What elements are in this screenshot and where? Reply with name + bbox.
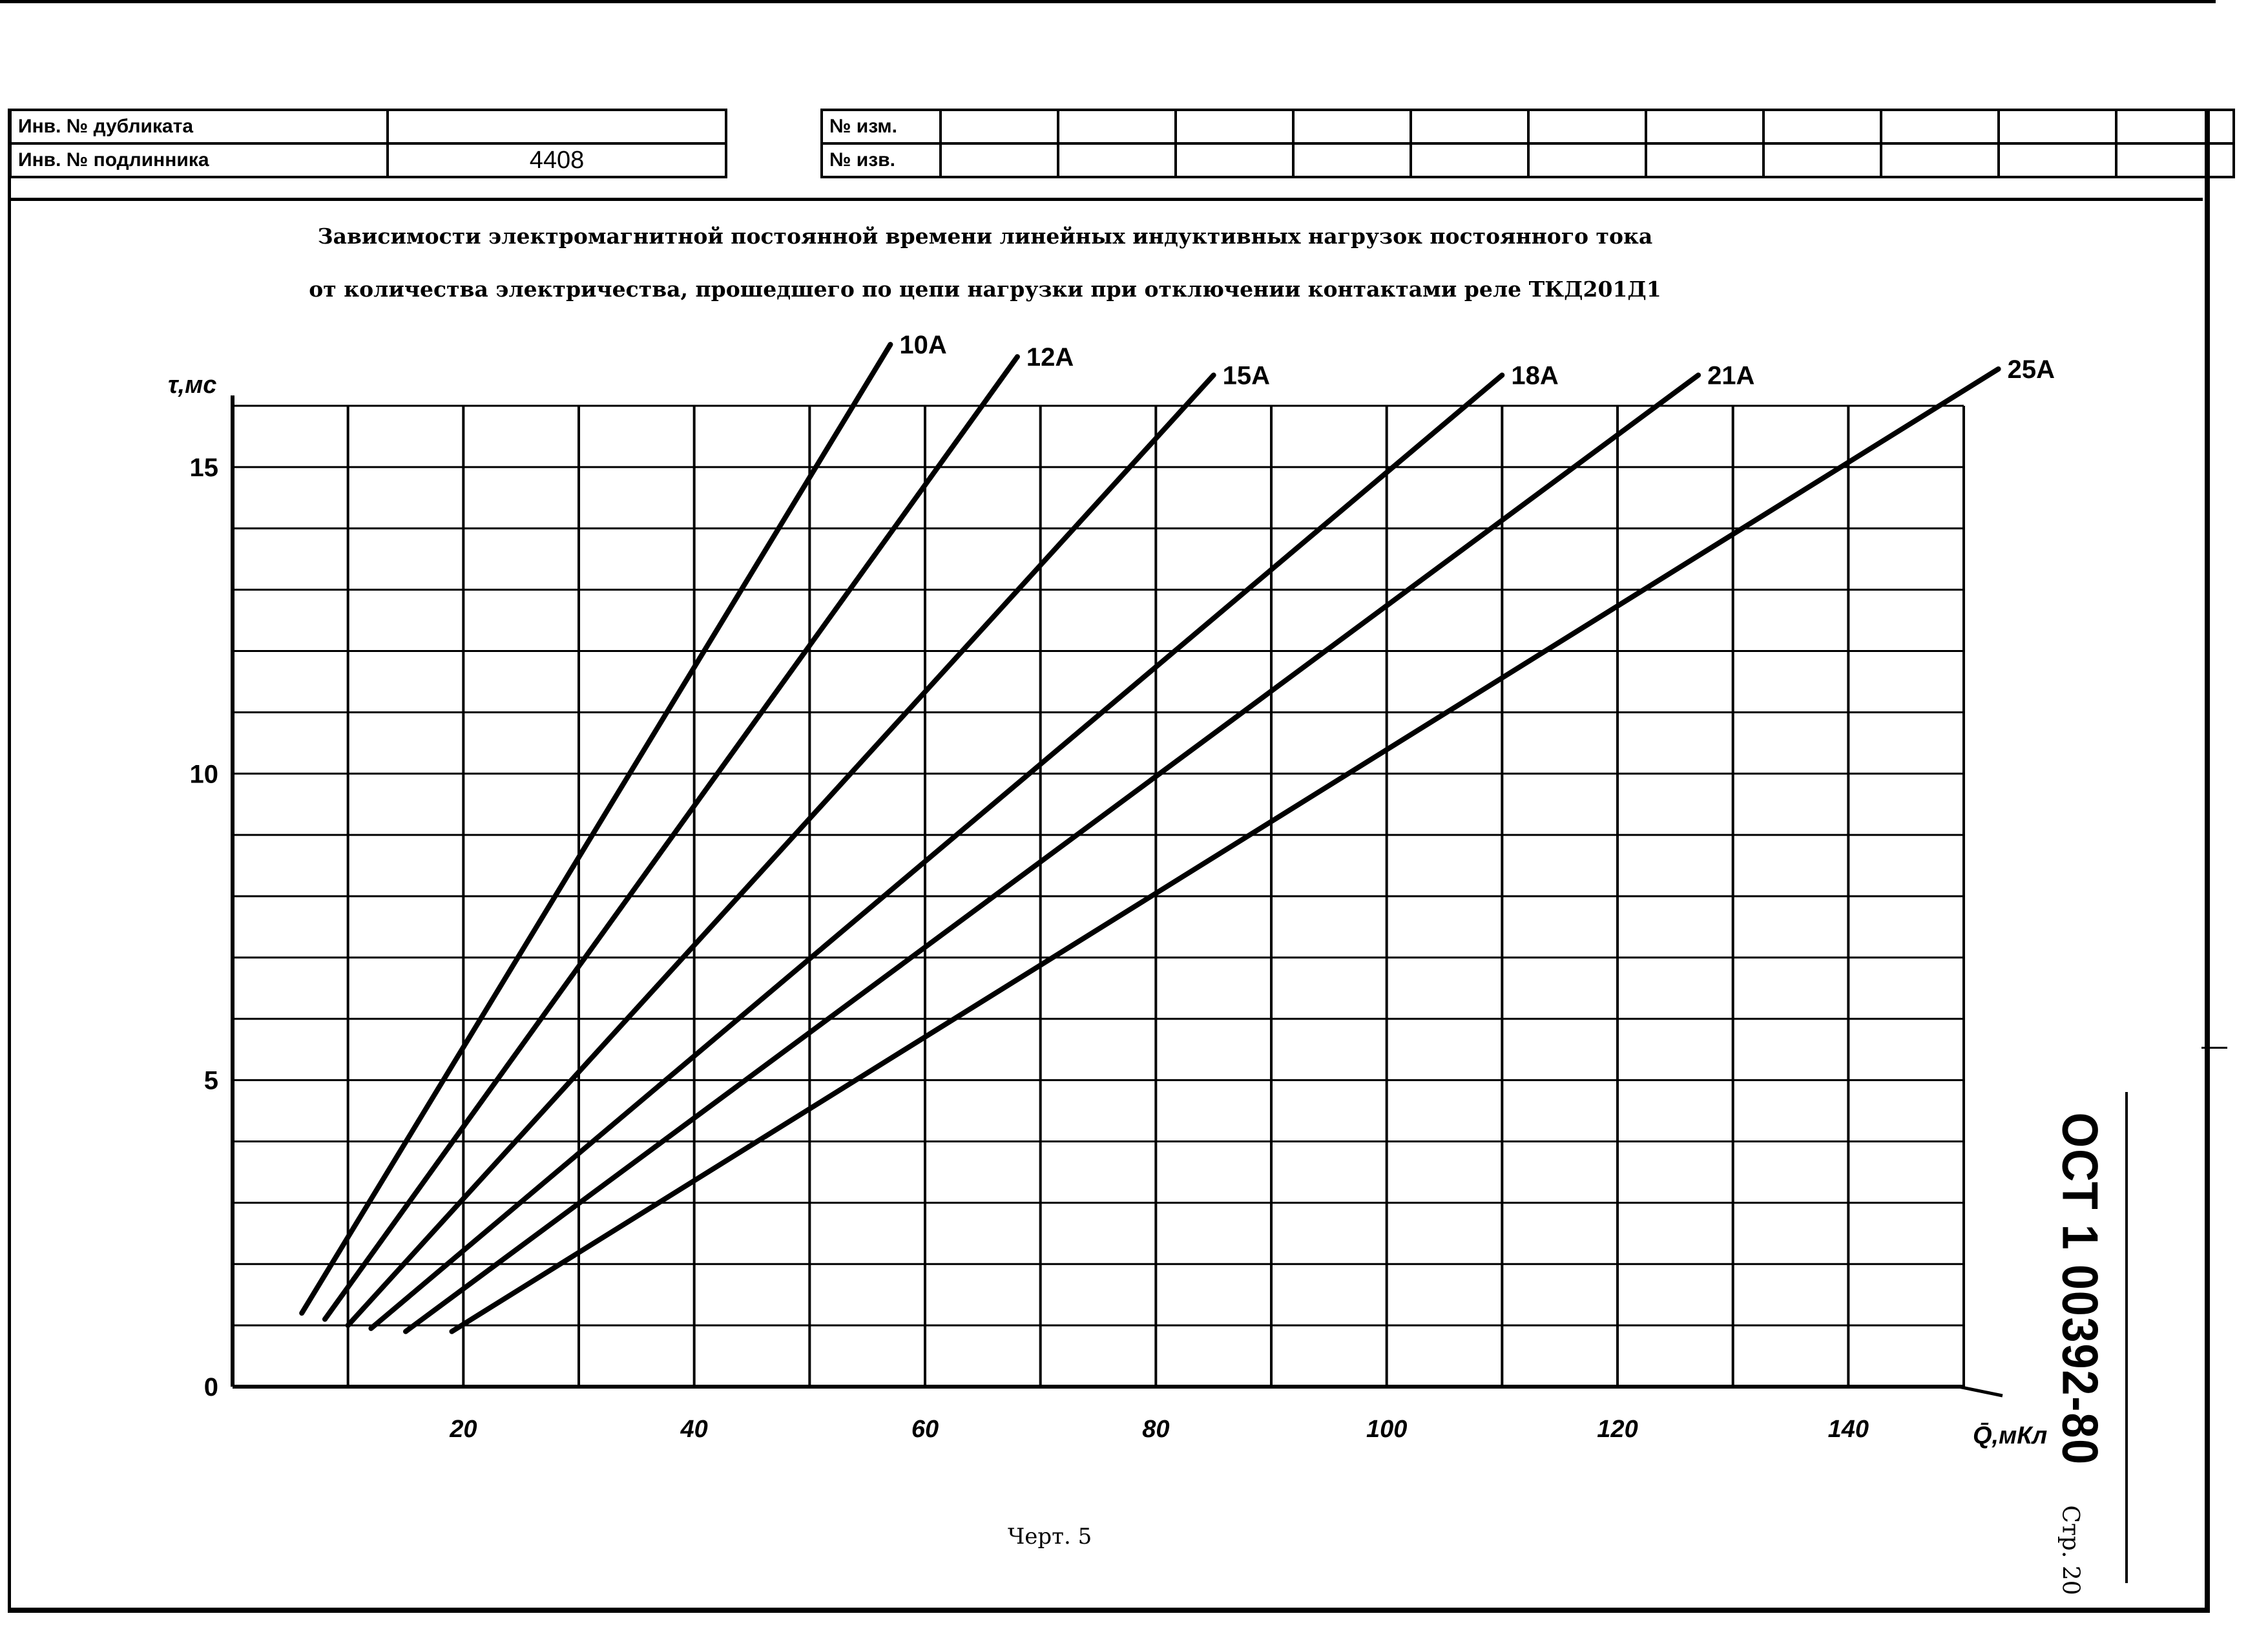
series-line — [299, 342, 893, 1316]
series-line — [322, 354, 1020, 1322]
document-code-rule — [2125, 1092, 2128, 1583]
revision-cell — [1410, 109, 1530, 145]
x-tick-label: 40 — [680, 1416, 708, 1443]
series-label: 15А — [1223, 362, 1270, 390]
inventory-stamp: Инв. № дубликата Инв. № подлинника 4408 — [9, 109, 727, 178]
inv-dup-value — [386, 109, 727, 145]
series-label: 25А — [2008, 355, 2055, 384]
x-axis-label: Q̄,мКл — [1973, 1422, 2047, 1449]
series-line — [403, 372, 1701, 1334]
x-tick-label: 80 — [1142, 1416, 1169, 1443]
top-border — [0, 0, 2216, 3]
chart-series — [299, 342, 2001, 1334]
revision-cell — [1997, 142, 2117, 178]
izv-label: № изв. — [820, 142, 942, 178]
revision-cell — [1997, 109, 2117, 145]
x-tick-label: 20 — [449, 1416, 477, 1443]
page-number: Стр. 20 — [2057, 1505, 2084, 1595]
revision-cell — [1057, 109, 1177, 145]
revision-cell — [1410, 142, 1530, 178]
series-line — [368, 372, 1505, 1331]
inv-orig-label: Инв. № подлинника — [9, 142, 389, 178]
revision-cell — [1880, 109, 2000, 145]
document-code: ОСТ 1 00392-80 — [2052, 1112, 2109, 1466]
chart-title-line-2: от количества электричества, прошедшего … — [309, 277, 1661, 302]
document-code-stamp: ОСТ 1 00392-80 Стр. 20 — [2051, 1093, 2110, 1595]
x-tick-label: 140 — [1828, 1416, 1869, 1443]
revision-cell — [1880, 142, 2000, 178]
series-label: 21А — [1707, 362, 1754, 390]
revision-cell — [1292, 142, 1412, 178]
drawing-frame — [8, 109, 2210, 1613]
revision-cell — [939, 109, 1059, 145]
revision-cell — [1645, 142, 1765, 178]
y-tick-label: 15 — [190, 454, 219, 482]
margin-tick — [2201, 1047, 2227, 1049]
chart-labels: 20 40 60 80 100 120 140 0 5 10 15 Q̄,мКл τ,мс 10А 12А 1… — [168, 331, 2055, 1449]
series-label: 18А — [1511, 362, 1558, 390]
series-label: 10А — [899, 331, 946, 359]
x-axis-arrow-tail — [1958, 1385, 2003, 1398]
izm-label: № изм. — [820, 109, 942, 145]
x-tick-label: 60 — [911, 1416, 939, 1443]
y-tick-label: 10 — [190, 760, 219, 788]
revision-cell — [1292, 109, 1412, 145]
revision-cell — [939, 142, 1059, 178]
revision-cell — [1762, 142, 1882, 178]
inv-orig-value: 4408 — [386, 142, 727, 178]
revision-cell — [1762, 109, 1882, 145]
revision-cell — [1174, 142, 1295, 178]
inv-dup-label: Инв. № дубликата — [9, 109, 389, 145]
chart-axes — [231, 395, 2003, 1398]
revision-stamp: № изм. № изв. — [820, 109, 2235, 178]
x-tick-label: 100 — [1366, 1416, 1407, 1443]
series-line — [449, 366, 2001, 1334]
x-tick-label: 120 — [1597, 1416, 1638, 1443]
series-line — [345, 372, 1216, 1329]
figure-caption: Черт. 5 — [1008, 1524, 1092, 1549]
revision-cell — [2115, 142, 2235, 178]
y-axis-label: τ,мс — [168, 372, 216, 399]
y-tick-label: 5 — [204, 1067, 218, 1095]
series-label: 12А — [1026, 343, 1074, 372]
revision-cell — [1527, 109, 1647, 145]
revision-cell — [1057, 142, 1177, 178]
chart-grid — [233, 404, 1965, 1387]
header-divider — [9, 198, 2203, 201]
revision-cell — [1645, 109, 1765, 145]
y-tick-label: 0 — [204, 1373, 218, 1402]
revision-cell — [2115, 109, 2235, 145]
revision-cell — [1527, 142, 1647, 178]
revision-cell — [1174, 109, 1295, 145]
chart-title-line-1: Зависимости электромагнитной постоянной … — [317, 224, 1653, 249]
